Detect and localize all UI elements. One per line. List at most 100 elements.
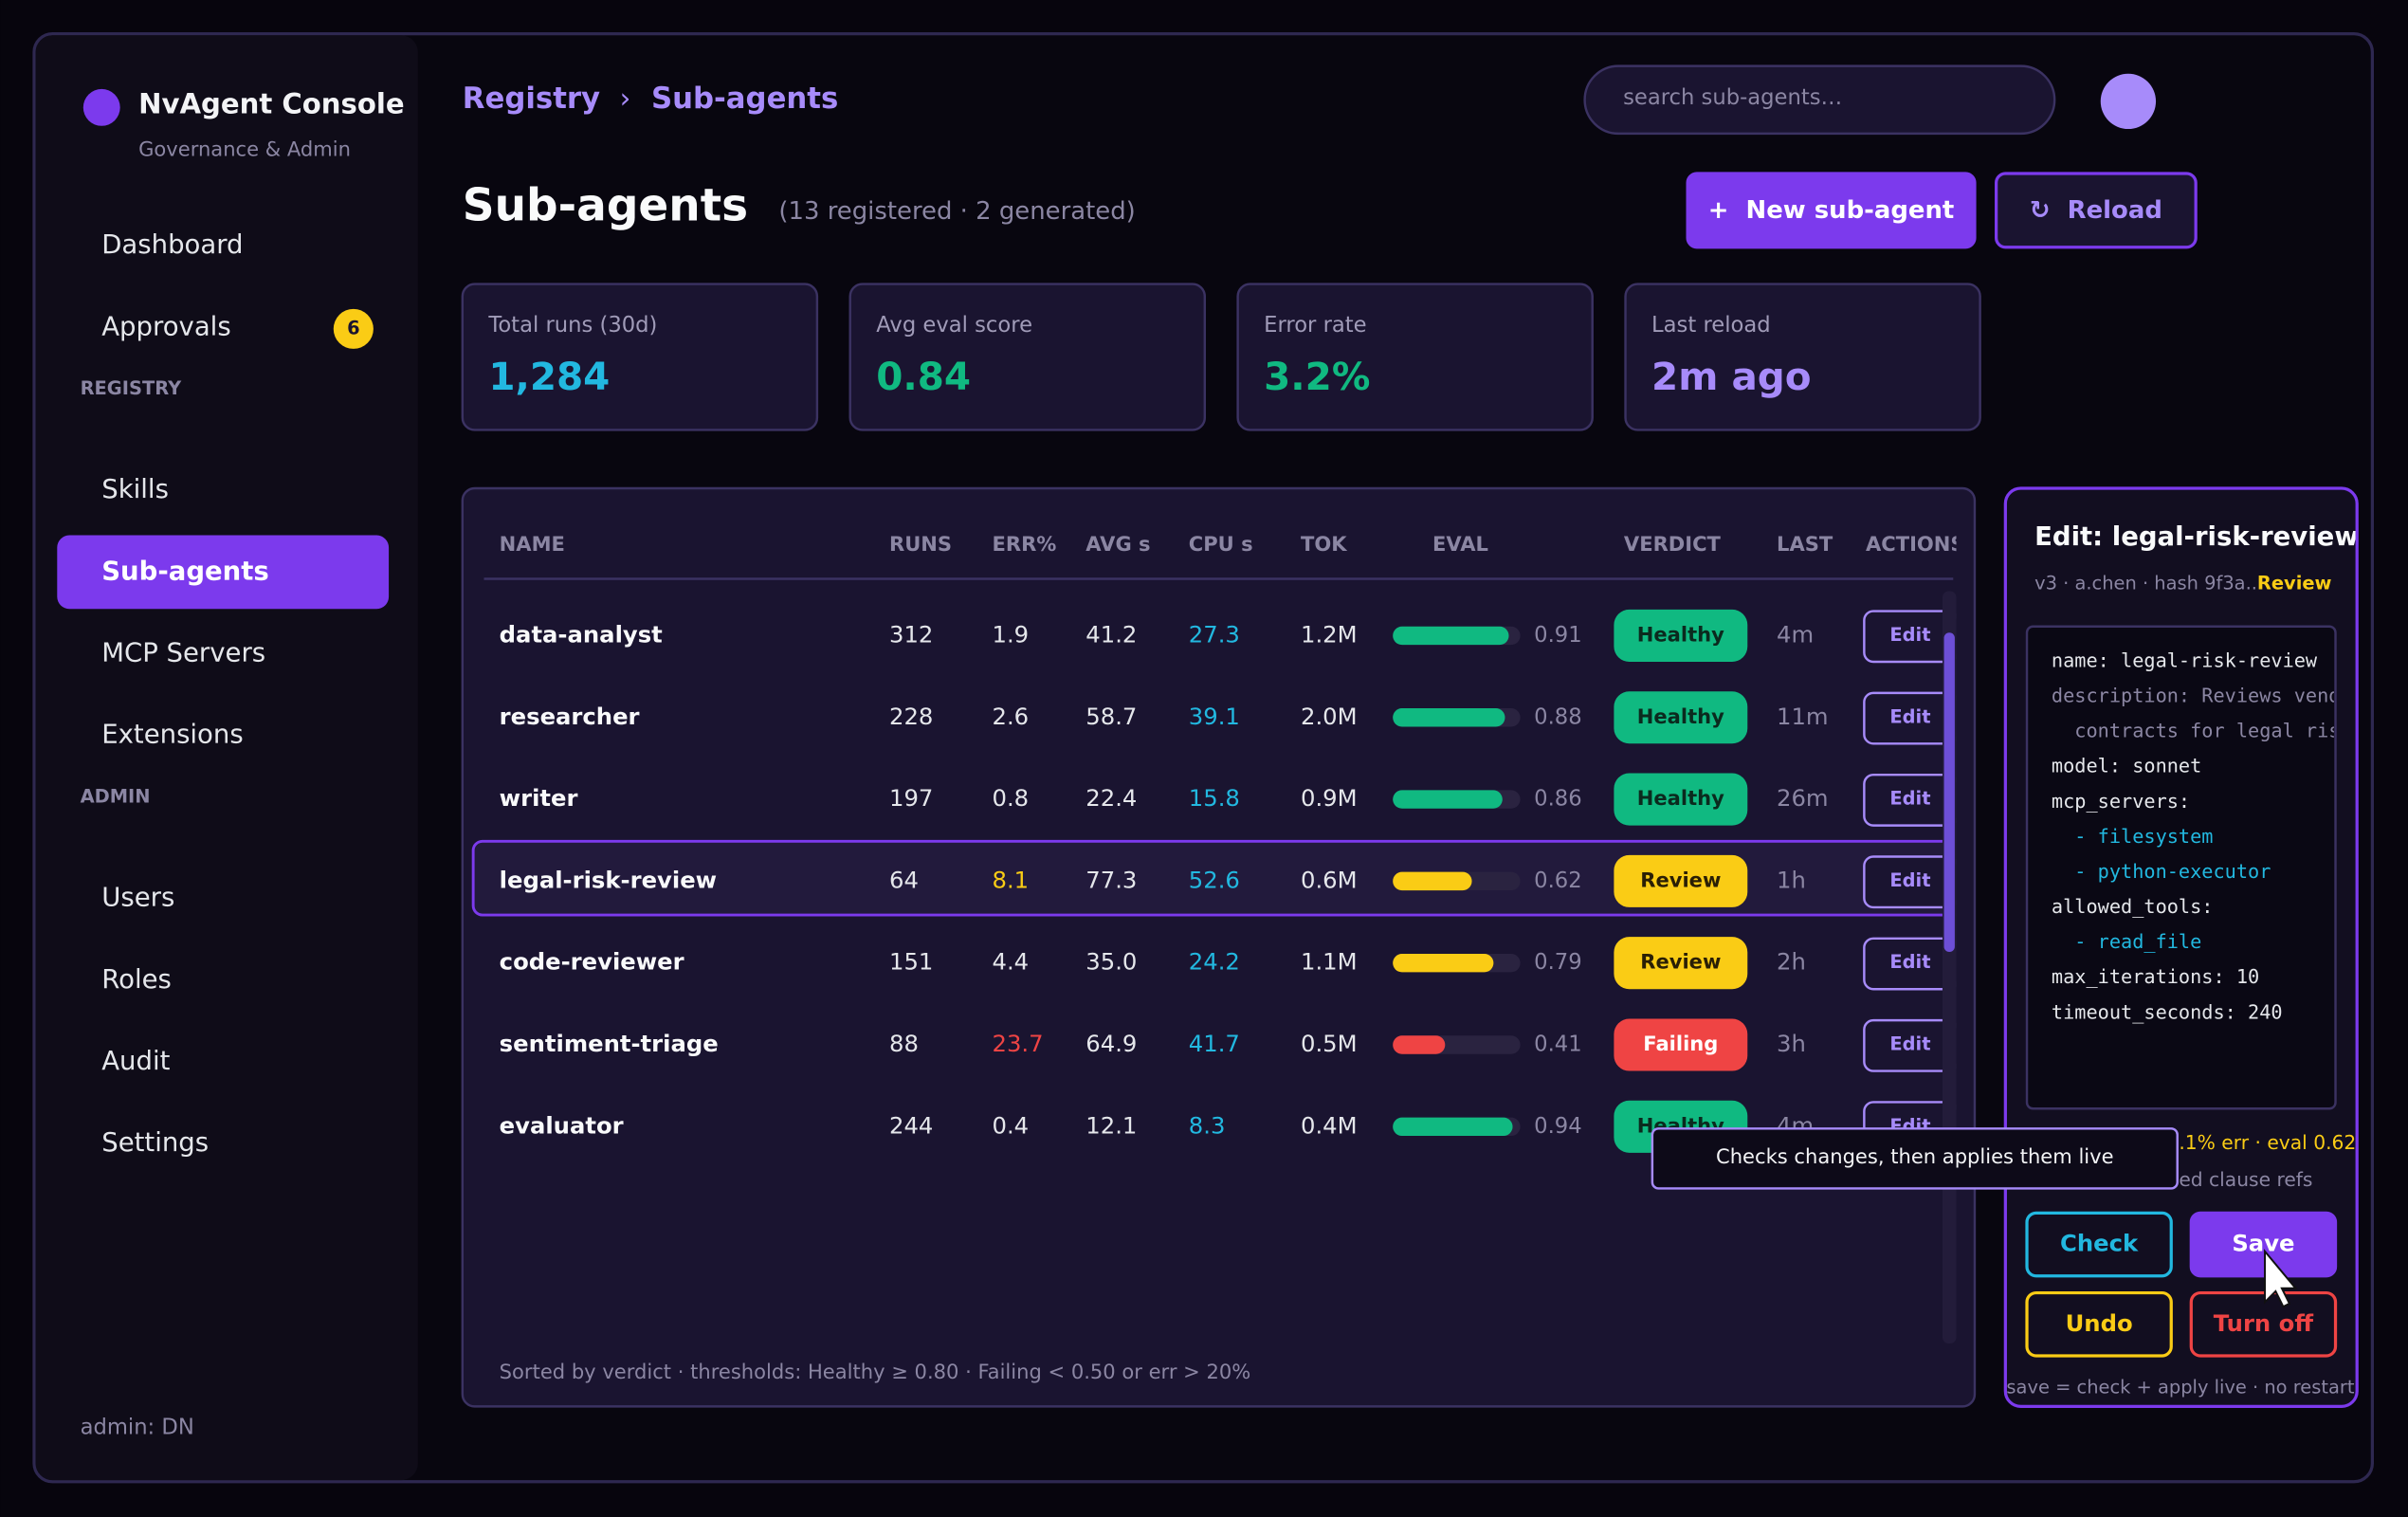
edit-label: Edit <box>1889 788 1930 810</box>
badge <box>333 308 374 349</box>
code-line: timeout_seconds: 240 <box>2052 1000 2283 1023</box>
column-header: CPU s <box>1189 532 1253 556</box>
cell-cpu: 24.2 <box>1189 948 1240 976</box>
eval-bar <box>1393 790 1503 809</box>
editor-button[interactable] <box>2025 1211 2173 1278</box>
search-placeholder: search sub-agents… <box>1623 85 1842 110</box>
nav-item[interactable]: Extensions <box>101 720 243 750</box>
page-subtitle: (13 registered · 2 generated) <box>778 197 1135 226</box>
cell-runs: 197 <box>889 784 933 812</box>
table-panel <box>461 486 1977 1408</box>
cell-name[interactable]: legal-risk-review <box>500 866 717 893</box>
editor-button-label: Turn off <box>2214 1309 2314 1337</box>
cell-tok: 0.9M <box>1301 784 1358 812</box>
cell-runs: 64 <box>889 866 919 893</box>
cell-last: 11m <box>1777 703 1829 730</box>
nav-item[interactable]: Roles <box>101 964 172 995</box>
meta-tag: Review <box>2257 572 2332 594</box>
cell-eval: 0.91 <box>1534 623 1581 648</box>
avatar[interactable] <box>2100 73 2157 130</box>
scrollbar-thumb[interactable] <box>1943 632 1955 953</box>
page-title: Sub-agents <box>463 180 748 232</box>
nav-section: REGISTRY <box>81 377 183 399</box>
cell-name[interactable]: writer <box>500 784 578 812</box>
verdict-label: Healthy <box>1637 704 1724 728</box>
edit-button[interactable] <box>1863 691 1958 745</box>
nav-item[interactable]: Audit <box>101 1046 170 1076</box>
editor-button-label: Check <box>2060 1230 2139 1257</box>
nav-active <box>57 535 390 610</box>
verdict-pill <box>1614 937 1748 990</box>
nav-item[interactable]: Sub-agents <box>101 556 269 586</box>
cell-last: 3h <box>1777 1030 1806 1057</box>
stat-label: Last reload <box>1651 313 1771 338</box>
column-header: ERR% <box>993 532 1057 556</box>
button[interactable] <box>1686 172 1977 249</box>
nav-item[interactable]: Approvals <box>101 311 230 341</box>
button-icon: ↻ <box>2030 195 2051 224</box>
nav-item[interactable]: Settings <box>101 1127 209 1158</box>
cell-err: 23.7 <box>993 1030 1044 1057</box>
code-line: contracts for legal risk <box>2052 720 2352 742</box>
cell-runs: 244 <box>889 1111 933 1139</box>
cell-name[interactable]: data-analyst <box>500 620 663 648</box>
breadcrumb[interactable]: Registry <box>463 82 600 116</box>
cell-last: 1h <box>1777 866 1806 893</box>
editor-button[interactable] <box>2025 1290 2173 1358</box>
nav-item[interactable]: Skills <box>101 474 169 504</box>
cell-runs: 88 <box>889 1030 919 1057</box>
stat-value: 3.2% <box>1264 354 1370 399</box>
cell-name[interactable]: researcher <box>500 703 640 730</box>
button-text: New sub-agent <box>1746 195 1955 224</box>
cell-avg: 12.1 <box>1085 1111 1137 1139</box>
editor-button[interactable] <box>2189 1290 2338 1358</box>
spacer <box>1728 195 1745 224</box>
cell-avg: 64.9 <box>1085 1030 1137 1057</box>
nav-item[interactable]: Users <box>101 883 174 913</box>
button-icon: + <box>1708 195 1729 224</box>
cell-cpu: 27.3 <box>1189 620 1240 648</box>
cell-name[interactable]: sentiment-triage <box>500 1030 719 1057</box>
stat-card <box>1236 283 1594 431</box>
code-line: - read_file <box>2052 930 2201 953</box>
button[interactable] <box>1995 172 2198 249</box>
cell-tok: 0.6M <box>1301 866 1358 893</box>
search-box[interactable] <box>1583 64 2056 136</box>
cell-name[interactable]: evaluator <box>500 1111 624 1139</box>
code-line: allowed_tools: <box>2052 895 2214 918</box>
cell-tok: 1.2M <box>1301 620 1358 648</box>
button-label: ↻ Reload <box>2030 195 2162 224</box>
tooltip-box <box>1651 1127 2179 1190</box>
editor-button[interactable] <box>2189 1211 2338 1278</box>
eval-bar <box>1393 1035 1446 1054</box>
eval-bar <box>1393 871 1472 891</box>
verdict-pill <box>1614 609 1748 662</box>
cell-cpu: 52.6 <box>1189 866 1240 893</box>
column-header: NAME <box>500 532 565 556</box>
brand-logo <box>82 88 120 126</box>
stat-value: 1,284 <box>488 354 610 399</box>
cell-err: 0.4 <box>993 1111 1030 1139</box>
warning: ed clause refs <box>2179 1168 2312 1191</box>
stat-label: Error rate <box>1264 313 1366 338</box>
edit-button[interactable] <box>1863 937 1958 991</box>
edit-button[interactable] <box>1863 855 1958 909</box>
column-header: TOK <box>1301 532 1347 556</box>
cell-tok: 0.4M <box>1301 1111 1358 1139</box>
cell-cpu: 41.7 <box>1189 1030 1240 1057</box>
edit-button[interactable] <box>1863 1018 1958 1072</box>
badge-count: 6 <box>347 317 360 338</box>
nav-item[interactable]: MCP Servers <box>101 638 265 668</box>
edit-label: Edit <box>1889 951 1930 973</box>
selected-row <box>471 839 1957 917</box>
edit-button[interactable] <box>1863 773 1958 827</box>
cell-name[interactable]: code-reviewer <box>500 948 684 976</box>
eval-bar <box>1393 708 1505 727</box>
button-label: + New sub-agent <box>1708 195 1955 224</box>
cell-tok: 2.0M <box>1301 703 1358 730</box>
cell-tok: 1.1M <box>1301 948 1358 976</box>
edit-button[interactable] <box>1863 610 1958 664</box>
cell-last: 4m <box>1777 620 1814 648</box>
nav-item[interactable]: Dashboard <box>101 229 243 260</box>
code-line: - filesystem <box>2052 825 2214 848</box>
